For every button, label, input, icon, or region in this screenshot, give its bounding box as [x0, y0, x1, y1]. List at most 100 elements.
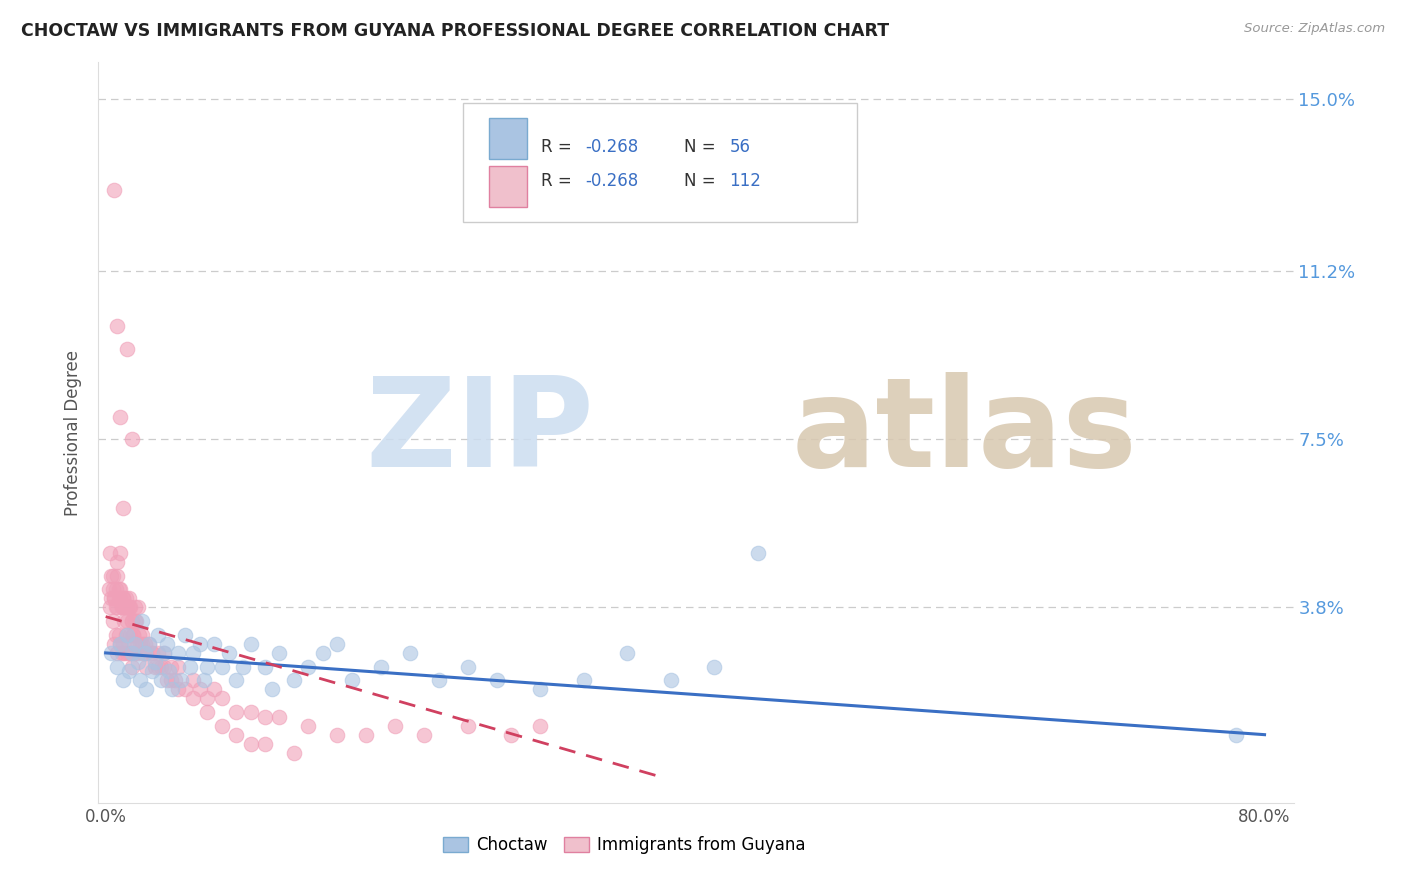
- Point: [152, 646, 174, 660]
- Point: [103, 637, 125, 651]
- Point: [108, 582, 131, 597]
- Point: [141, 646, 163, 660]
- Point: [160, 673, 183, 688]
- Point: [149, 659, 172, 673]
- Point: [98, 600, 121, 615]
- Point: [131, 628, 153, 642]
- Point: [122, 628, 145, 642]
- Point: [104, 582, 127, 597]
- Point: [218, 646, 240, 660]
- Point: [572, 673, 595, 688]
- Point: [195, 691, 218, 706]
- Point: [162, 682, 184, 697]
- Point: [108, 409, 131, 424]
- Text: Source: ZipAtlas.com: Source: ZipAtlas.com: [1244, 22, 1385, 36]
- Point: [134, 637, 156, 651]
- Point: [155, 637, 177, 651]
- Point: [157, 664, 180, 678]
- Point: [122, 628, 145, 642]
- Point: [195, 659, 218, 673]
- Text: R =: R =: [541, 138, 576, 156]
- Y-axis label: Professional Degree: Professional Degree: [65, 350, 83, 516]
- Point: [124, 637, 146, 651]
- Point: [110, 646, 132, 660]
- Point: [146, 628, 169, 642]
- Point: [181, 646, 204, 660]
- Point: [107, 591, 129, 606]
- Point: [179, 659, 201, 673]
- Text: 56: 56: [730, 138, 751, 156]
- Point: [225, 673, 247, 688]
- Point: [485, 673, 508, 688]
- Text: R =: R =: [541, 172, 576, 190]
- Point: [121, 433, 143, 447]
- Point: [167, 659, 190, 673]
- Point: [384, 718, 406, 732]
- Point: [114, 646, 136, 660]
- Point: [114, 600, 136, 615]
- Point: [120, 600, 142, 615]
- Point: [98, 546, 121, 560]
- Point: [340, 673, 363, 688]
- Point: [141, 646, 163, 660]
- Point: [143, 659, 166, 673]
- Point: [253, 709, 276, 723]
- Point: [108, 591, 131, 606]
- Text: CHOCTAW VS IMMIGRANTS FROM GUYANA PROFESSIONAL DEGREE CORRELATION CHART: CHOCTAW VS IMMIGRANTS FROM GUYANA PROFES…: [21, 22, 889, 40]
- Text: -0.268: -0.268: [585, 138, 638, 156]
- Point: [1225, 728, 1247, 742]
- Point: [121, 614, 143, 628]
- Point: [529, 718, 551, 732]
- Point: [174, 628, 197, 642]
- Point: [262, 682, 284, 697]
- Point: [155, 673, 177, 688]
- Point: [105, 659, 128, 673]
- Point: [131, 637, 153, 651]
- Point: [120, 646, 142, 660]
- Point: [103, 183, 125, 197]
- Point: [121, 646, 143, 660]
- Point: [239, 637, 262, 651]
- Point: [225, 705, 247, 719]
- Point: [108, 637, 131, 651]
- Point: [135, 682, 157, 697]
- Text: 112: 112: [730, 172, 761, 190]
- Point: [112, 591, 135, 606]
- Point: [457, 659, 479, 673]
- Point: [283, 746, 305, 760]
- FancyBboxPatch shape: [489, 118, 527, 159]
- Text: ZIP: ZIP: [366, 372, 595, 493]
- Point: [167, 682, 190, 697]
- Point: [188, 682, 211, 697]
- Point: [165, 673, 187, 688]
- Point: [616, 646, 638, 660]
- Point: [141, 664, 163, 678]
- Point: [703, 659, 725, 673]
- Point: [167, 646, 190, 660]
- Point: [121, 659, 143, 673]
- Point: [326, 637, 349, 651]
- Point: [101, 582, 124, 597]
- Point: [188, 637, 211, 651]
- Point: [202, 637, 225, 651]
- Point: [118, 591, 141, 606]
- Point: [211, 691, 233, 706]
- Point: [143, 655, 166, 669]
- Point: [181, 691, 204, 706]
- Point: [97, 582, 120, 597]
- Point: [152, 659, 174, 673]
- Point: [211, 718, 233, 732]
- Point: [108, 637, 131, 651]
- Point: [129, 673, 152, 688]
- Point: [124, 600, 146, 615]
- Point: [239, 737, 262, 751]
- Point: [195, 705, 218, 719]
- Point: [160, 659, 183, 673]
- Point: [413, 728, 436, 742]
- Text: N =: N =: [685, 138, 721, 156]
- Point: [103, 591, 125, 606]
- Point: [202, 682, 225, 697]
- Point: [138, 637, 160, 651]
- Point: [174, 682, 197, 697]
- Point: [112, 591, 135, 606]
